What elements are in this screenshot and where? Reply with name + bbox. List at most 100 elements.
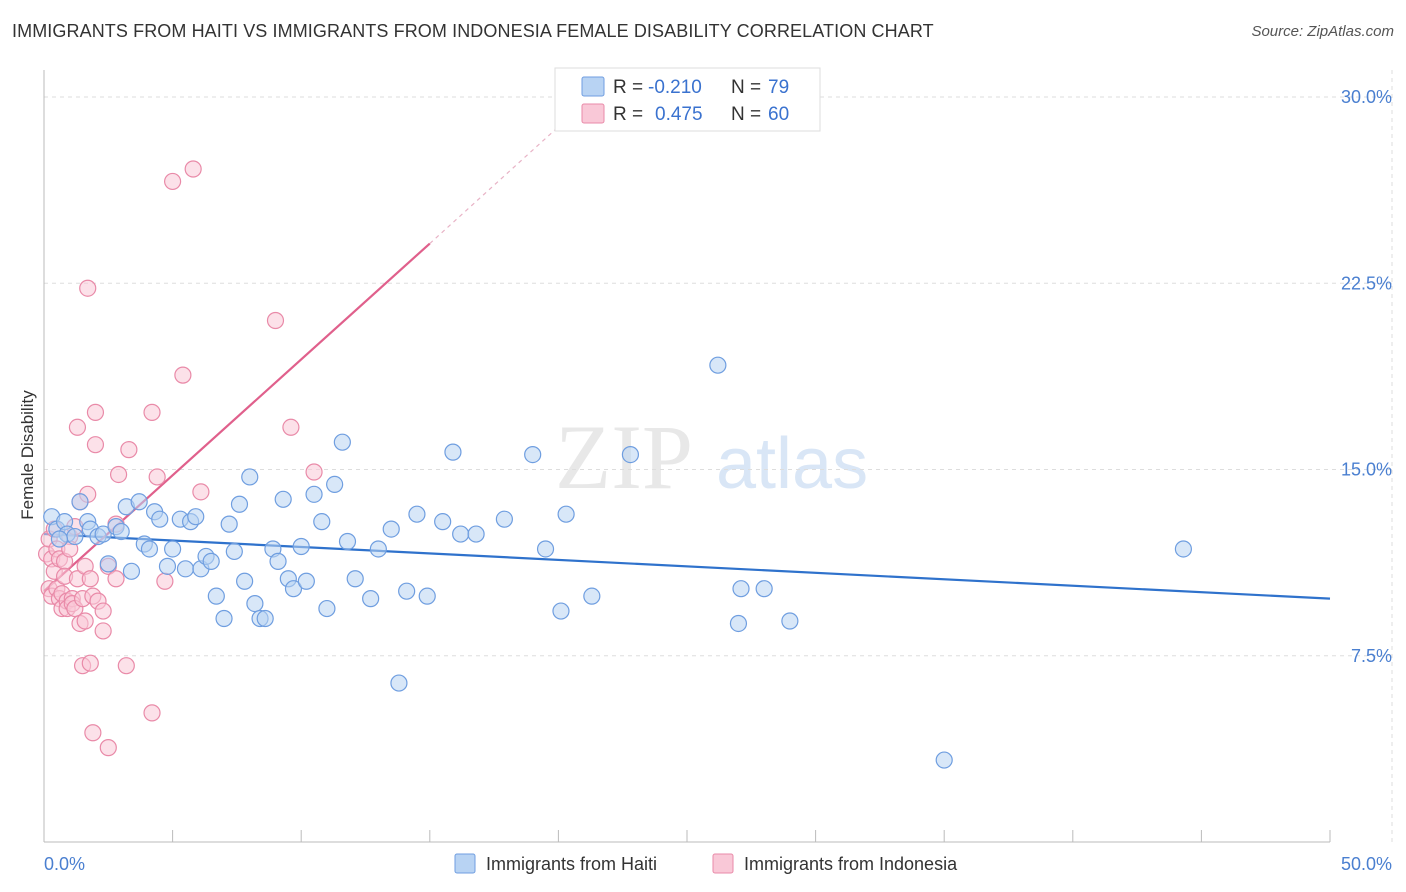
legend-r-label-haiti: R = [613,77,643,98]
legend-r-value-haiti: -0.210 [648,77,702,98]
data-point-haiti [158,557,177,575]
data-point-haiti [246,594,264,613]
data-point-haiti [112,522,130,541]
y-tick-label: 15.0% [1341,460,1392,480]
data-point-indonesia [305,463,323,481]
bottom-legend-swatch-haiti [454,853,476,874]
data-point-haiti [935,751,953,769]
axes [43,70,1331,843]
data-point-haiti [140,540,159,558]
data-point-haiti [230,495,249,513]
legend-n-label-haiti: N = [731,77,761,98]
data-point-indonesia [81,654,99,672]
data-point-haiti [369,540,387,558]
data-point-haiti [236,572,254,590]
data-point-haiti [732,580,750,598]
data-point-haiti [207,587,225,605]
data-point-indonesia [86,436,105,454]
data-point-haiti [338,532,357,551]
data-point-haiti [362,590,380,608]
data-point-indonesia [174,366,192,384]
data-point-haiti [297,572,315,590]
data-point-haiti [755,580,773,598]
data-point-haiti [408,505,426,523]
y-tick-label: 30.0% [1341,87,1392,107]
y-tick-label: 22.5% [1341,273,1392,293]
data-point-haiti [215,609,233,628]
x-tick-label-min: 0.0% [44,854,85,874]
data-point-haiti [467,525,485,543]
data-point-haiti [164,540,182,558]
data-point-haiti [202,552,220,570]
data-point-haiti [256,609,274,628]
data-point-indonesia [156,572,174,590]
data-point-haiti [621,446,640,464]
data-point-haiti [333,433,351,451]
data-point-haiti [151,510,169,528]
data-point-indonesia [117,657,135,675]
data-point-haiti [122,562,141,580]
data-point-indonesia [68,418,87,436]
y-tick-label: 7.5% [1351,646,1392,666]
data-point-haiti [536,540,555,558]
data-point-haiti [382,520,400,538]
legend-n-value-haiti: 79 [768,77,789,98]
data-point-haiti [66,527,84,546]
data-point-haiti [709,356,727,374]
data-point-indonesia [86,403,105,421]
data-point-haiti [130,493,148,511]
data-point-indonesia [109,465,128,484]
data-point-indonesia [164,172,182,191]
x-tick-label-max: 50.0% [1341,854,1392,874]
series-indonesia-points [37,160,323,757]
data-point-haiti [781,612,799,630]
data-point-haiti [241,468,259,486]
series-haiti-points [43,356,1192,769]
data-point-haiti [434,513,452,531]
data-point-haiti [176,560,195,578]
data-point-indonesia [143,403,161,421]
data-point-haiti [274,490,292,508]
data-point-haiti [305,485,323,503]
data-point-haiti [220,515,238,533]
data-point-indonesia [84,724,102,742]
data-point-indonesia [94,622,112,640]
data-point-indonesia [282,418,300,436]
data-point-haiti [284,580,303,598]
data-point-haiti [94,525,112,543]
data-point-haiti [318,599,336,618]
trend-line-haiti [43,532,1331,600]
legend-n-value-indonesia: 60 [768,104,789,125]
watermark-atlas: atlas [716,424,868,504]
data-point-indonesia [120,441,138,459]
data-point-haiti [557,505,575,523]
legend-swatch-haiti [581,76,605,97]
data-point-haiti [444,443,462,461]
data-point-indonesia [107,570,125,588]
data-point-indonesia [76,612,94,630]
series-legend: Immigrants from Haiti Immigrants from In… [454,853,958,874]
data-point-indonesia [192,483,210,501]
y-tick-labels: 7.5% 15.0% 22.5% 30.0% [1341,87,1392,666]
data-point-haiti [313,513,331,531]
data-point-indonesia [184,160,202,178]
data-point-haiti [225,542,243,561]
data-point-indonesia [79,279,97,297]
data-point-haiti [1174,540,1192,558]
data-point-indonesia [143,704,161,722]
data-point-haiti [269,552,287,570]
data-point-haiti [729,614,748,633]
data-point-haiti [452,525,470,543]
watermark: ZIP atlas [555,406,868,508]
data-point-haiti [292,537,310,556]
chart-source: Source: ZipAtlas.com [1251,23,1394,40]
data-point-haiti [346,570,364,588]
legend-r-label-indonesia: R = [613,104,643,125]
legend-n-label-indonesia: N = [731,104,761,125]
bottom-legend-label-indonesia: Immigrants from Indonesia [744,854,958,874]
data-point-haiti [99,555,117,573]
bottom-legend-label-haiti: Immigrants from Haiti [486,854,657,874]
data-point-haiti [524,446,542,464]
data-point-haiti [495,510,513,528]
